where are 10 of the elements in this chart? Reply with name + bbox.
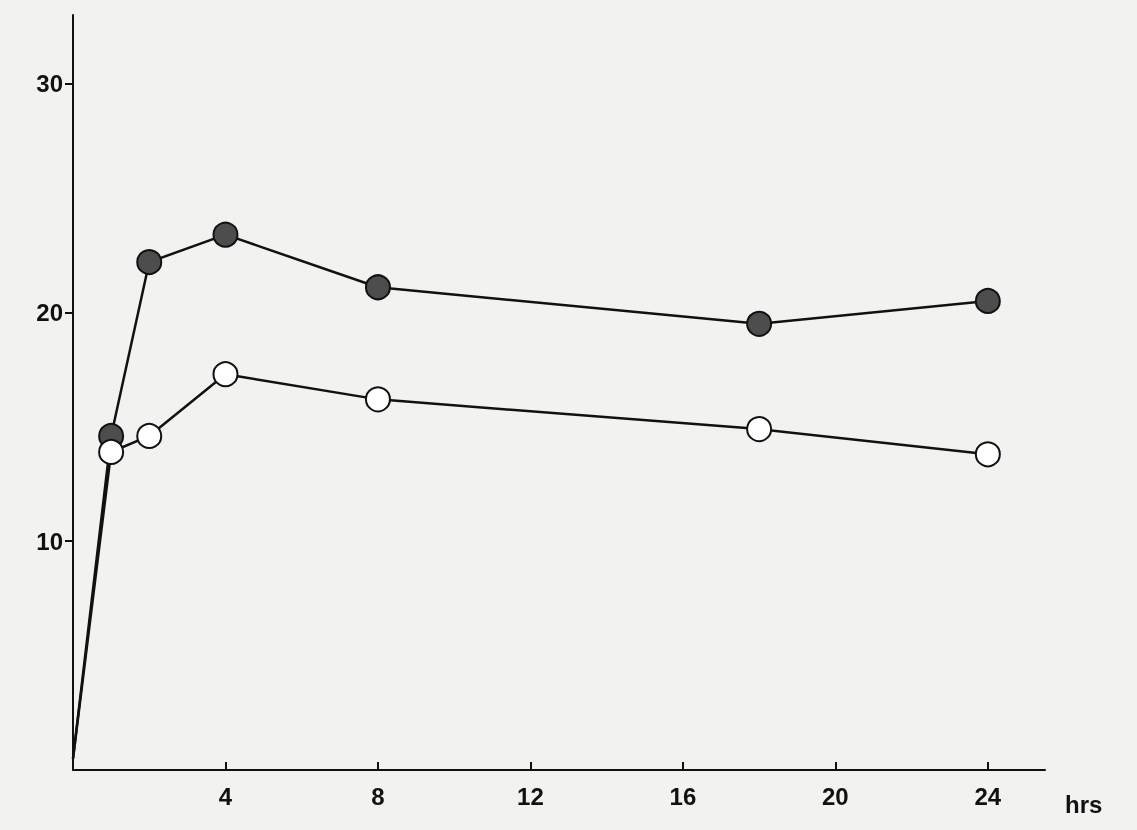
x-tick-label: 24 (974, 782, 1002, 810)
y-tick-label: 20 (36, 298, 63, 326)
y-tick-label: 10 (36, 527, 63, 555)
x-tick-label: 12 (517, 782, 544, 810)
x-tick-label: 4 (218, 782, 233, 810)
x-tick-label: 8 (371, 782, 385, 810)
x-tick-label: 16 (669, 782, 697, 810)
y-tick-label: 30 (36, 70, 63, 98)
x-tick-label: 20 (822, 782, 849, 810)
x-axis-title: hrs (1065, 790, 1103, 818)
